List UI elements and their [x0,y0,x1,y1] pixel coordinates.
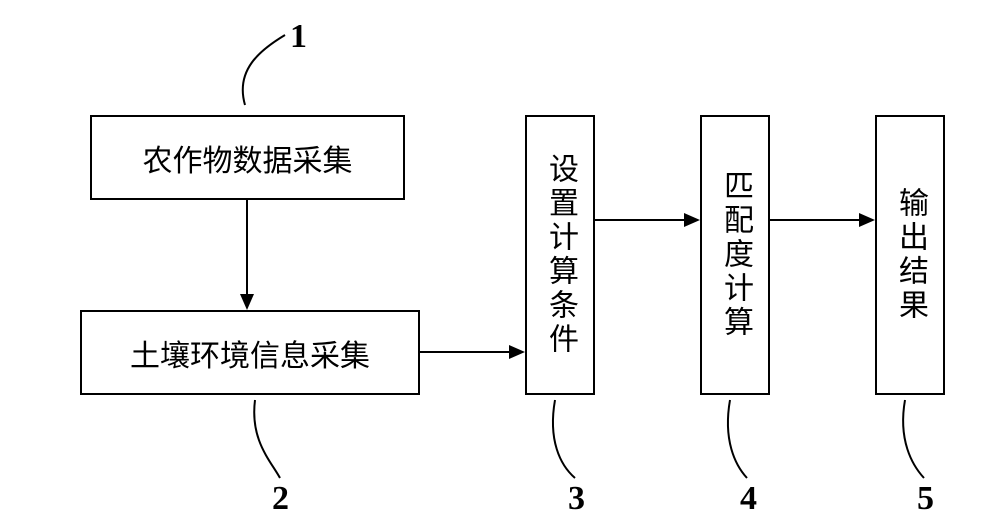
leader-match [728,400,747,478]
flowchart-canvas: 农作物数据采集 土壤环境信息采集 设置计算条件 匹配度计算 输出结果 1 2 3… [0,0,1000,519]
node-match-label: 匹配度计算 [720,170,750,340]
node-number-5: 5 [917,480,934,518]
node-number-2: 2 [272,480,289,518]
arrowhead-cond-match [684,213,700,227]
node-match-calculation: 匹配度计算 [700,115,770,395]
node-crop-data-collection: 农作物数据采集 [90,115,405,200]
node-soil-env-collection: 土壤环境信息采集 [80,310,420,395]
leader-soil [254,400,280,478]
arrowhead-match-out [859,213,875,227]
node-soil-label: 土壤环境信息采集 [130,331,370,375]
node-cond-label: 设置计算条件 [545,153,575,357]
connector-layer [0,0,1000,519]
node-crop-label: 农作物数据采集 [143,136,353,180]
leader-crop [243,35,285,105]
node-number-4: 4 [740,480,757,518]
arrowhead-crop-soil [240,294,254,310]
leader-out [903,400,924,478]
arrowhead-soil-cond [509,345,525,359]
node-number-1: 1 [290,18,307,56]
node-output-result: 输出结果 [875,115,945,395]
node-set-calc-conditions: 设置计算条件 [525,115,595,395]
node-out-label: 输出结果 [895,187,925,323]
leader-cond [553,400,575,478]
node-number-3: 3 [568,480,585,518]
